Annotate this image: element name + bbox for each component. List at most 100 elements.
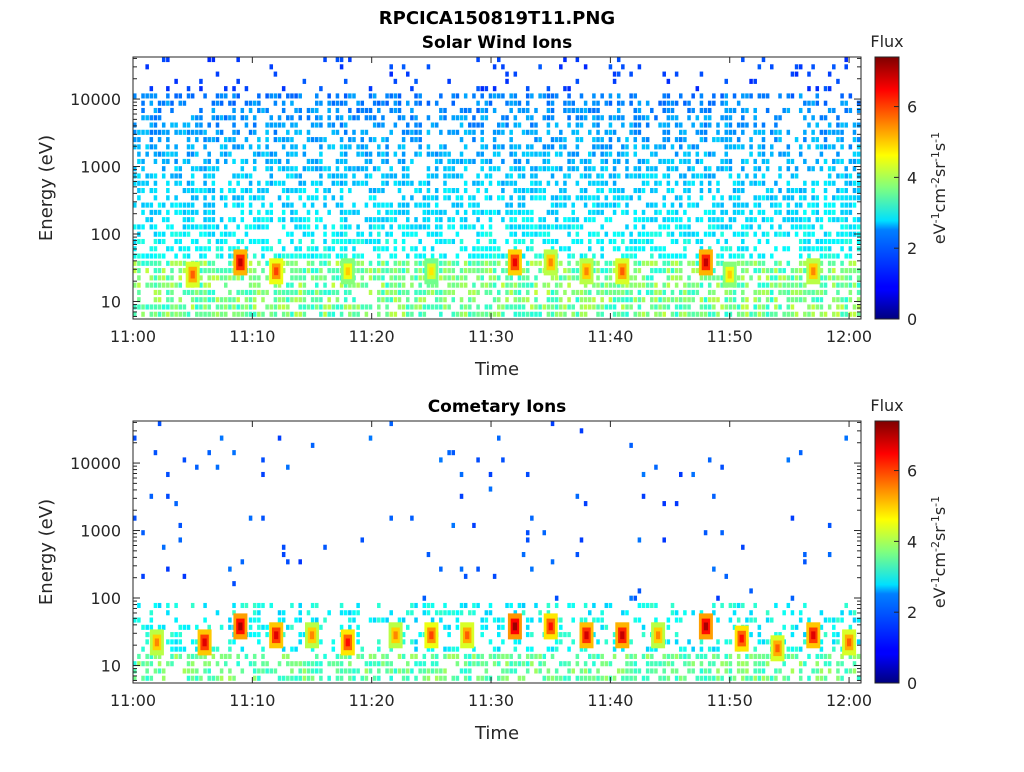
heatmap-cell [716, 224, 720, 230]
heatmap-cell [335, 289, 340, 295]
heatmap-cell [612, 180, 617, 186]
heatmap-cell [571, 202, 575, 208]
heatmap-cell [819, 115, 824, 121]
heatmap-cell [513, 238, 518, 245]
heatmap-cell [832, 144, 836, 150]
heatmap-cell [137, 173, 141, 179]
heatmap-cell [472, 282, 476, 288]
heatmap-cell [252, 275, 257, 281]
heatmap-cell [579, 668, 584, 674]
heatmap-cell [286, 653, 290, 659]
heatmap-cell [302, 304, 307, 310]
heatmap-cell [530, 188, 534, 194]
heatmap-cell [298, 610, 302, 616]
heatmap-cell [753, 166, 757, 172]
heatmap-cell [418, 180, 422, 186]
heatmap-cell [786, 180, 791, 186]
heatmap-cell [712, 209, 716, 215]
heatmap-cell [372, 100, 377, 106]
heatmap-cell [778, 202, 782, 208]
heatmap-cell [480, 311, 484, 317]
heatmap-cell [265, 180, 269, 186]
heatmap-cell [265, 188, 269, 194]
heatmap-cell [637, 122, 642, 128]
heatmap-cell [757, 297, 762, 303]
heatmap-cell [389, 217, 393, 223]
heatmap-cell [782, 610, 786, 616]
heatmap-cell [281, 107, 286, 114]
heatmap-cell [224, 653, 228, 659]
heatmap-cell [641, 115, 646, 121]
heatmap-cell [199, 304, 203, 310]
heatmap-cell [484, 617, 489, 623]
heatmap-cell [161, 304, 166, 310]
heatmap-cell [761, 675, 766, 681]
heatmap-cell [720, 166, 724, 172]
heatmap-cell [166, 661, 170, 667]
heatmap-cell [137, 144, 141, 150]
heatmap-cell [339, 64, 344, 70]
heatmap-cell [302, 668, 307, 674]
heatmap-cell [343, 173, 348, 179]
heatmap-cell [765, 217, 770, 223]
heatmap-cell [298, 180, 302, 186]
heatmap-cell [252, 668, 257, 674]
heatmap-cell [389, 610, 393, 616]
heatmap-cell [794, 311, 799, 317]
heatmap-cell [343, 129, 348, 135]
heatmap-cell [406, 231, 410, 237]
heatmap-cell [534, 137, 538, 143]
heatmap-cell [546, 668, 551, 674]
heatmap-cell [352, 297, 356, 303]
heatmap-cell [356, 668, 360, 674]
heatmap-cell [662, 173, 666, 179]
heatmap-cell [219, 675, 224, 681]
heatmap-cell [848, 224, 853, 230]
heatmap-cell [815, 180, 820, 186]
heatmap-cell [530, 632, 534, 638]
heatmap-cell [166, 93, 170, 99]
heatmap-cell [484, 311, 489, 317]
heatmap-cell [248, 144, 253, 150]
heatmap-cell [368, 260, 373, 266]
heatmap-cell [257, 217, 261, 223]
heatmap-cell [505, 173, 509, 179]
heatmap-cell [397, 209, 402, 215]
heatmap-cell [625, 137, 629, 143]
heatmap-cell [575, 137, 580, 143]
heatmap-cell [434, 282, 439, 288]
heatmap-cell [219, 188, 224, 194]
heatmap-cell [356, 209, 360, 215]
heatmap-cell [674, 675, 679, 681]
heatmap-cell [488, 675, 493, 681]
heatmap-cell [840, 144, 844, 150]
heatmap-cell [348, 675, 352, 681]
heatmap-cell [203, 158, 207, 164]
heatmap-cell [269, 64, 274, 70]
heatmap-cell [592, 617, 596, 623]
heatmap-cell [720, 209, 724, 215]
heatmap-cell [224, 195, 228, 201]
heatmap-cell [406, 668, 410, 674]
heatmap-cell [699, 129, 704, 135]
heatmap-cell [228, 304, 232, 310]
heatmap-cell [281, 86, 286, 92]
heatmap-cell [559, 304, 563, 310]
heatmap-cell [145, 144, 149, 150]
heatmap-cell [848, 173, 853, 179]
heatmap-cell [211, 202, 216, 208]
heatmap-cell [170, 224, 174, 230]
heatmap-cell [157, 151, 162, 157]
heatmap-cell [343, 297, 348, 303]
heatmap-cell [410, 115, 414, 121]
heatmap-cell [761, 93, 766, 99]
heatmap-cell [807, 122, 811, 128]
heatmap-cell [315, 653, 319, 659]
heatmap-cell [811, 180, 815, 186]
heatmap-cell [145, 115, 149, 121]
heatmap-cell [327, 107, 331, 114]
heatmap-cell [856, 238, 861, 245]
heatmap-cell [600, 224, 604, 230]
heatmap-cell [277, 158, 282, 164]
